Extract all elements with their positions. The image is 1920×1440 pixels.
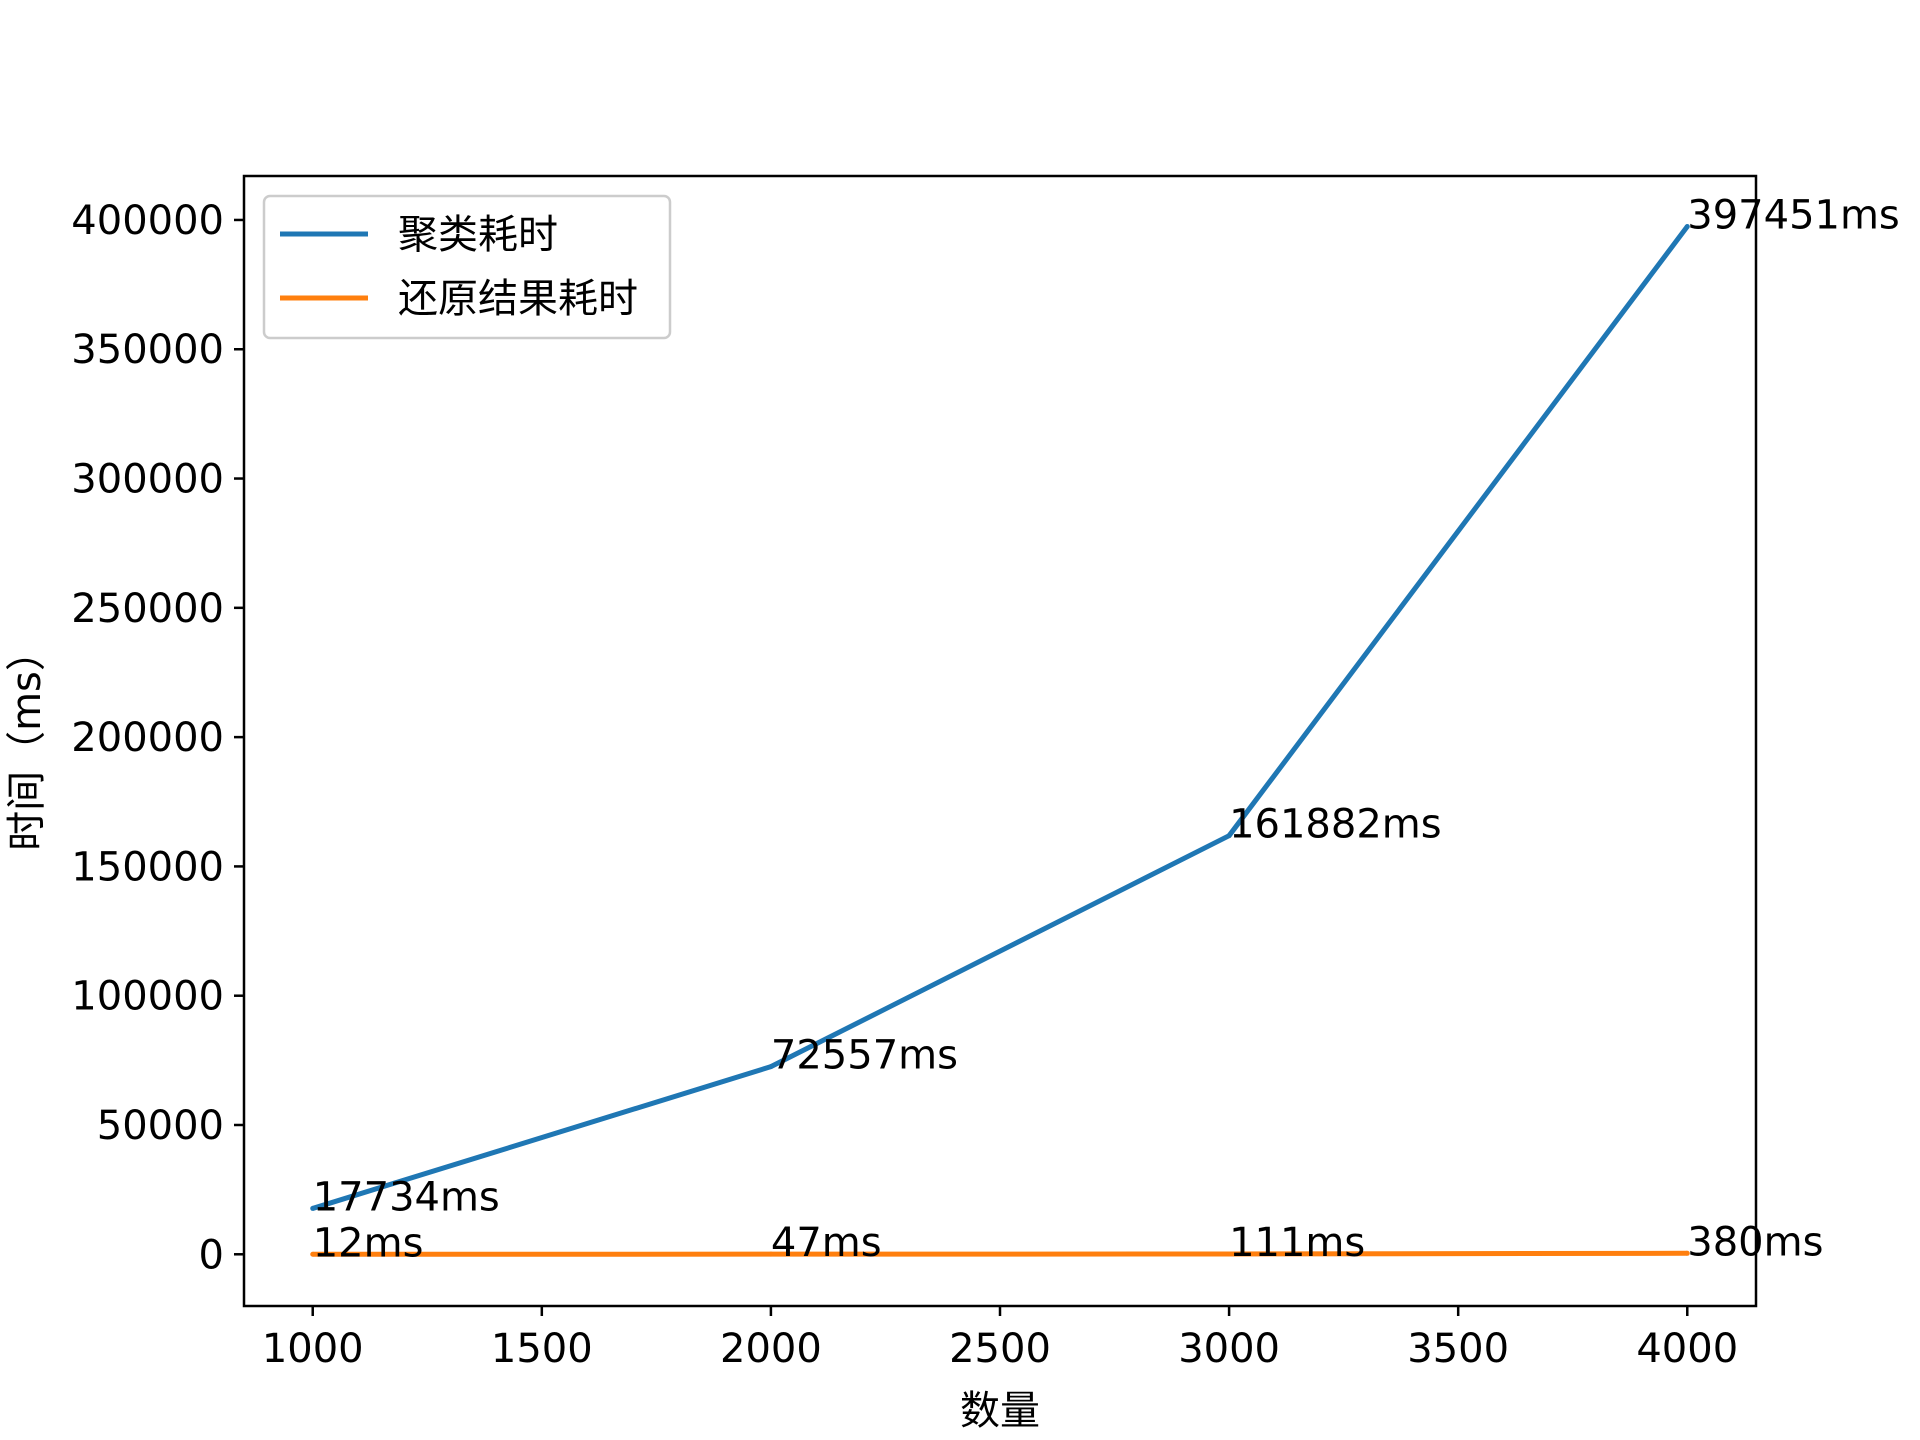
y-tick-label: 150000 [71, 844, 224, 890]
data-label: 17734ms [313, 1174, 500, 1220]
data-label: 161882ms [1229, 802, 1442, 848]
x-tick-label: 4000 [1636, 1326, 1738, 1372]
data-point [1226, 1251, 1232, 1257]
x-tick-label: 3000 [1178, 1326, 1280, 1372]
data-point [310, 1251, 316, 1257]
plot-marks [310, 224, 1690, 1257]
y-tick-label: 400000 [71, 198, 224, 244]
data-point [768, 1064, 774, 1070]
data-point [768, 1251, 774, 1257]
x-tick-label: 3500 [1407, 1326, 1509, 1372]
data-label: 380ms [1687, 1219, 1823, 1265]
x-tick-label: 2500 [949, 1326, 1051, 1372]
data-label: 47ms [771, 1220, 882, 1266]
data-labels: 17734ms 72557ms 161882ms 397451ms 12ms 47ms 11… [313, 193, 1900, 1267]
data-label: 72557ms [771, 1033, 958, 1079]
y-tick-label: 350000 [71, 327, 224, 373]
axes: 1000 1500 2000 2500 3000 3500 4000 0 50000 100000… [71, 198, 1738, 1372]
legend-entry: 聚类耗时 [398, 212, 558, 258]
legend-entry: 还原结果耗时 [398, 276, 638, 322]
x-tick-label: 2000 [720, 1326, 822, 1372]
data-label: 111ms [1229, 1220, 1365, 1266]
series-line-2 [312, 1250, 1688, 1257]
y-axis-label: 时间（ms） [4, 631, 50, 851]
x-axis-label: 数量 [960, 1388, 1040, 1434]
y-tick-label: 300000 [71, 457, 224, 503]
y-tick-label: 0 [199, 1232, 224, 1278]
data-label: 397451ms [1687, 193, 1900, 239]
x-tick-label: 1000 [262, 1326, 364, 1372]
data-point [1684, 224, 1690, 230]
data-point [1226, 833, 1232, 839]
data-label: 12ms [313, 1220, 424, 1266]
data-point [310, 1205, 316, 1211]
y-tick-label: 200000 [71, 715, 224, 761]
y-tick-label: 250000 [71, 586, 224, 632]
x-tick-label: 1500 [491, 1326, 593, 1372]
y-tick-label: 100000 [71, 974, 224, 1020]
data-point [1684, 1250, 1690, 1256]
y-tick-label: 50000 [97, 1103, 224, 1149]
series-line-1 [311, 225, 1690, 1211]
